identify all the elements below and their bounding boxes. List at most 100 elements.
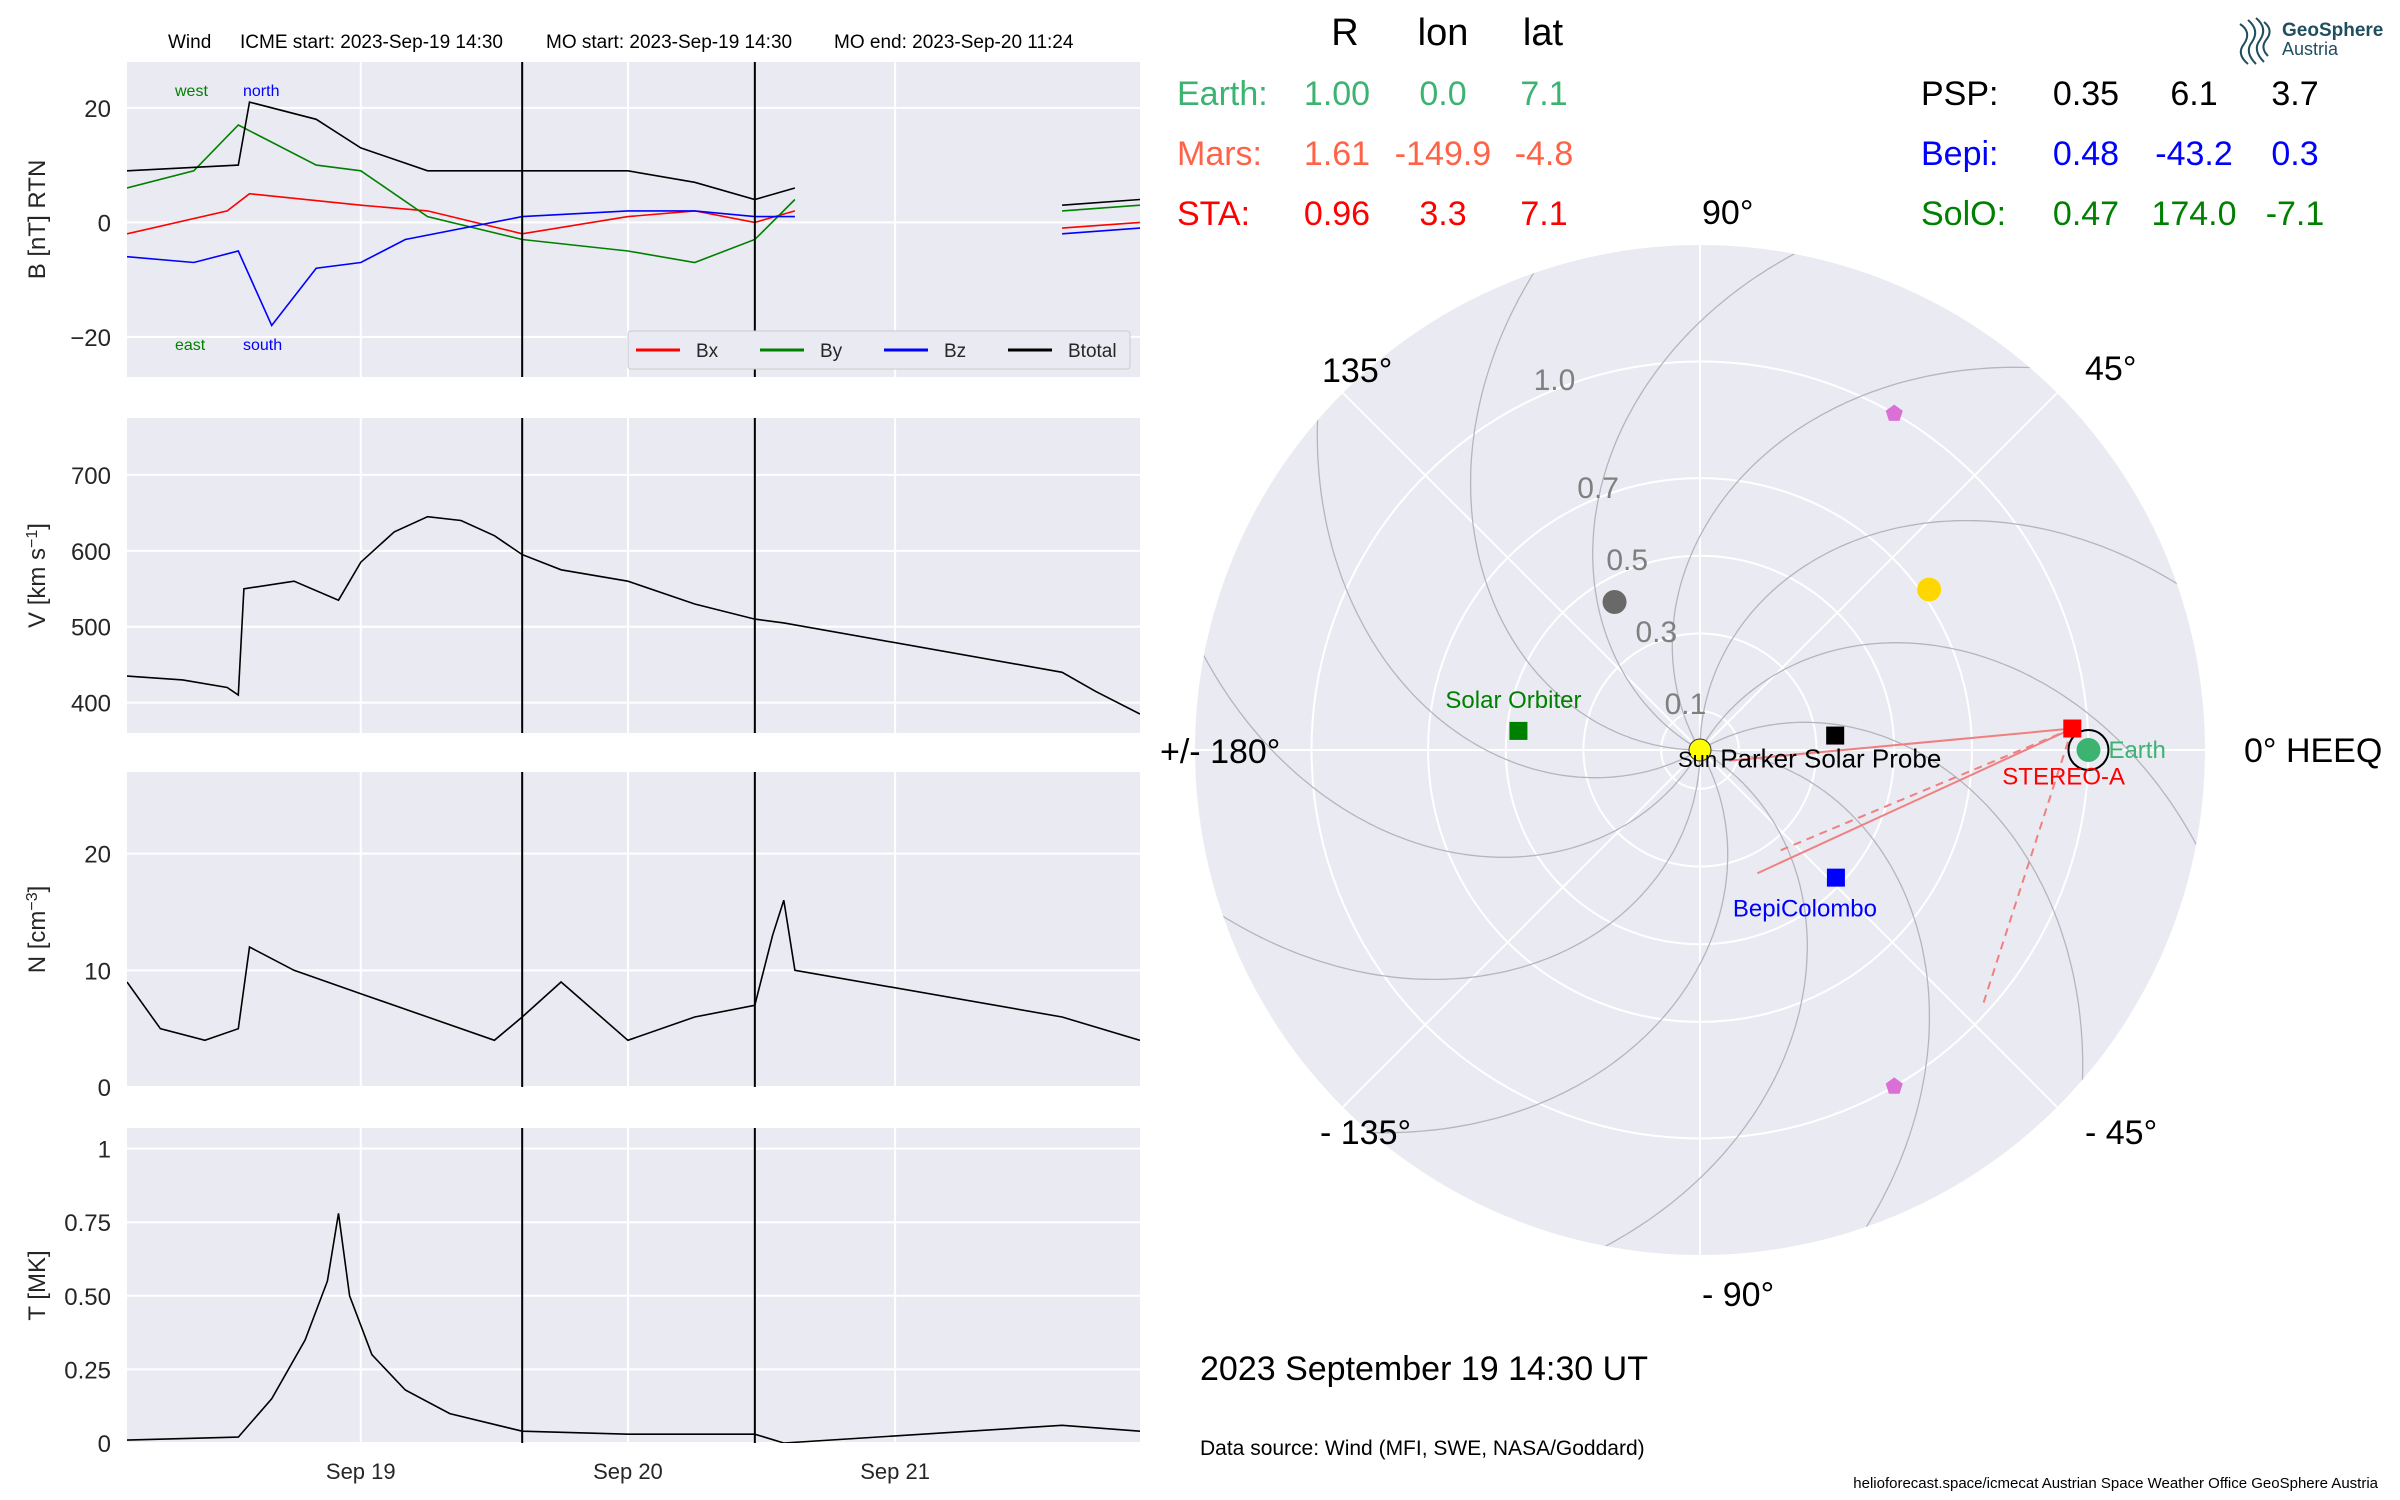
table-cell-lat: -7.1 [2266,195,2325,233]
object-label: BepiColombo [1733,896,1877,923]
table-header-lon: lon [1418,12,1469,54]
spiral-line [1316,395,1701,779]
marker-solar-orbiter [1509,721,1528,740]
legend-label-bx: Bx [696,341,719,362]
y-axis-label: V [km s−1] [24,523,52,628]
direction-annotation-east: east [175,337,206,354]
angle-label: 0° HEEQ [2244,732,2382,770]
series-bx-line [127,192,796,235]
object-l5-point [1885,1077,1903,1094]
table-cell-lon: 6.1 [2170,75,2217,113]
radial-tick-label: 0.3 [1635,616,1677,649]
x-tick-label: Sep 21 [860,1459,930,1484]
y-tick-label: 0 [98,1075,111,1102]
radial-tick-label: 0.7 [1577,472,1619,505]
table-cell-R: 0.35 [2053,75,2119,113]
y-axis-label: T [MK] [24,1250,51,1320]
angle-label: - 45° [2085,1114,2157,1152]
object-label: Solar Orbiter [1445,687,1581,714]
table-cell-lon: -149.9 [1395,135,1491,173]
y-tick-label: 20 [84,842,111,869]
table-cell-lat: 7.1 [1520,75,1567,113]
x-tick-label: Sep 20 [593,1459,663,1484]
spiral-line [1699,642,2205,867]
time-series-panels: −20 0 20 B [nT] RTN west north east south Bx By Bz… [24,62,1140,1484]
y-tick-label: 0 [98,1431,111,1458]
object-earth: Earth [2067,729,2166,771]
angle-label: - 135° [1320,1114,1411,1152]
direction-annotation-south: south [243,337,282,354]
legend: Bx By Bz Btotal [627,330,1131,370]
panel-speed: 400 500 600 700 V [km s−1] [24,418,1140,733]
table-cell-R: 0.48 [2053,135,2119,173]
angle-label: 135° [1322,352,1392,390]
object-label: Parker Solar Probe [1720,744,1941,774]
marker-earth [2076,738,2101,762]
table-cell-lat: 3.7 [2271,75,2318,113]
header-observatory: Wind [168,32,211,53]
series-bz-line [1062,227,1140,235]
table-cell-lon: 174.0 [2151,195,2236,233]
table-cell-lat: 7.1 [1520,195,1567,233]
series-bx-line [1062,221,1140,229]
polar-spoke [1699,392,2058,751]
parker-spiral-lines [1195,245,2205,1255]
logo-subname: Austria [2282,39,2339,59]
table-cell-R: 1.61 [1304,135,1370,173]
header-mo-start: MO start: 2023-Sep-19 14:30 [546,32,792,53]
earth-ring [2067,729,2110,771]
table-cell-lon: 0.0 [1419,75,1466,113]
object-venus [1917,577,1942,602]
header-icme-start: ICME start: 2023-Sep-19 14:30 [240,32,503,53]
spiral-line [1592,245,1817,751]
object-label: STEREO-A [2002,764,2125,791]
table-row-name: SolO: [1921,195,2006,233]
spiral-line [1699,519,2198,750]
series-by-line [127,124,796,264]
object-parker-solar-probe: Parker Solar Probe [1720,726,1941,774]
direction-annotation-west: west [174,83,208,100]
marker-venus [1917,577,1942,602]
y-tick-label: 700 [71,463,111,490]
date-label: 2023 September 19 14:30 UT [1200,1350,1648,1388]
polar-spoke [1699,749,2058,1108]
spiral-line [1195,633,1701,858]
table-cell-lat: -4.8 [1515,135,1574,173]
y-tick-label: 0.75 [64,1210,111,1237]
y-axis-label: N [cm−3] [24,886,52,974]
table-header-r: R [1331,12,1358,54]
series-btotal-line [1062,198,1140,206]
marker-stereo-a [2063,719,2082,738]
plot-area [127,1128,1140,1443]
x-tick-label: Sep 19 [326,1459,396,1484]
polar-spoke [1342,392,1701,751]
field-line [1757,727,2073,875]
object-solar-orbiter: Solar Orbiter [1445,687,1581,740]
stereo-a-field-lines [1729,727,2074,1006]
angle-label: 45° [2085,350,2136,388]
spiral-line [1469,252,1700,751]
spiral-line [1583,749,1808,1255]
table-row-name: PSP: [1921,75,1998,113]
table-row-name: Bepi: [1921,135,1999,173]
marker-sun [1688,738,1712,762]
spiral-line [1699,721,2084,1105]
polar-position-plot: 0.1 0.3 0.5 0.7 1.0 0° HEEQ 45° 90° 135° +/- 180°… [1160,194,2382,1314]
series-by-line [1062,204,1140,212]
panel-temperature: 0 0.25 0.50 0.75 1 Sep 19 Sep 20 Sep 21 T [MK] [24,1128,1140,1484]
table-row-name: Mars: [1177,135,1262,173]
footer-credits: helioforecast.space/icmecat Austrian Spa… [1853,1475,2378,1492]
spiral-line [1345,749,1729,1134]
object-label: Earth [2108,737,2165,764]
table-cell-R: 0.47 [2053,195,2119,233]
series-v-line [127,515,1140,715]
plot-area [127,418,1140,733]
object-sun: Sun [1678,738,1717,772]
series-t-line [127,1213,1140,1443]
polar-spoke [1342,749,1701,1108]
y-tick-label: 600 [71,539,111,566]
y-axis-label: B [nT] RTN [24,160,51,280]
y-tick-label: 0.25 [64,1357,111,1384]
spiral-line [1202,750,1701,981]
table-row-name: Earth: [1177,75,1268,113]
